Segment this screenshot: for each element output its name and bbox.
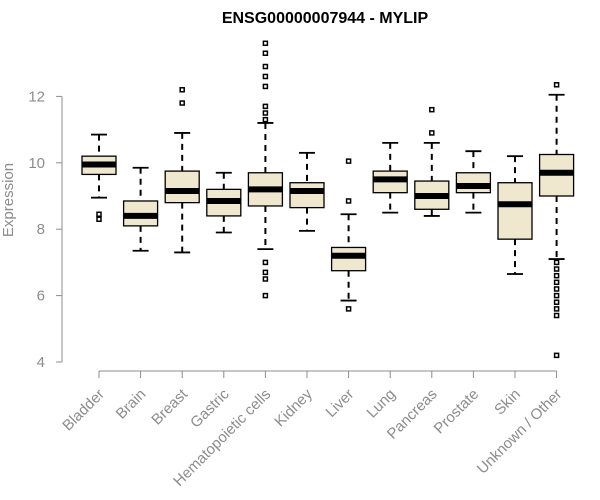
outlier-point xyxy=(553,312,560,319)
x-tick-label: Prostate xyxy=(431,386,483,438)
box-group xyxy=(455,150,492,214)
outlier-point xyxy=(262,83,269,90)
outlier-point xyxy=(179,87,185,93)
outlier-point xyxy=(179,100,185,106)
outlier-point xyxy=(429,106,435,113)
outlier-point xyxy=(96,216,102,222)
outlier-point xyxy=(262,103,269,110)
x-tick-label: Kidney xyxy=(271,385,316,430)
outlier-point xyxy=(262,269,269,276)
outlier-point xyxy=(262,63,269,70)
outlier-point xyxy=(553,292,560,299)
outlier-point xyxy=(262,116,269,123)
y-axis: 4 6 8 10 12 xyxy=(28,88,63,371)
box-group xyxy=(122,166,159,252)
y-tick-label: 4 xyxy=(37,354,45,371)
box xyxy=(330,246,367,272)
box xyxy=(455,172,492,194)
x-tick-label: Skin xyxy=(491,386,524,419)
box-group xyxy=(538,82,575,359)
outlier-point xyxy=(262,110,269,116)
outlier-point xyxy=(553,259,560,266)
box-group xyxy=(330,158,367,312)
outlier-point xyxy=(262,259,269,266)
outlier-point xyxy=(262,40,269,47)
x-tick-label: Liver xyxy=(322,386,357,421)
outlier-point xyxy=(262,73,269,80)
x-tick-label: Bladder xyxy=(59,386,108,435)
outlier-point xyxy=(262,50,269,56)
y-axis-label: Expression xyxy=(0,163,17,237)
outlier-point xyxy=(553,306,560,312)
box xyxy=(164,170,200,204)
outlier-point xyxy=(553,82,560,88)
x-tick-label: Lung xyxy=(363,386,399,422)
x-tick-label: Breast xyxy=(148,385,191,428)
box-group xyxy=(497,155,533,275)
box-group xyxy=(81,133,117,222)
outlier-point xyxy=(553,352,560,359)
y-tick-label: 8 xyxy=(37,221,45,238)
box-group xyxy=(164,87,200,254)
x-tick-label: Brain xyxy=(113,386,150,423)
outlier-point xyxy=(345,158,352,164)
box-group xyxy=(206,171,242,234)
y-tick-label: 6 xyxy=(37,288,45,305)
box-group xyxy=(247,40,284,299)
outlier-point xyxy=(553,272,560,279)
outlier-point xyxy=(262,292,269,299)
plot-area xyxy=(81,40,575,359)
outlier-point xyxy=(553,286,560,292)
outlier-point xyxy=(429,130,435,136)
box xyxy=(497,182,533,240)
outlier-point xyxy=(553,279,560,286)
box-group xyxy=(372,141,408,214)
outlier-point xyxy=(262,276,269,282)
outlier-point xyxy=(345,306,352,312)
box-group xyxy=(414,106,450,217)
outlier-point xyxy=(345,198,352,204)
box-group xyxy=(289,151,325,232)
outlier-point xyxy=(553,266,560,272)
y-tick-label: 12 xyxy=(28,88,45,105)
box xyxy=(289,182,325,209)
outlier-point xyxy=(96,211,102,218)
chart-title: ENSG00000007944 - MYLIP xyxy=(222,10,429,27)
y-tick-label: 10 xyxy=(28,155,45,172)
outlier-point xyxy=(553,299,560,305)
